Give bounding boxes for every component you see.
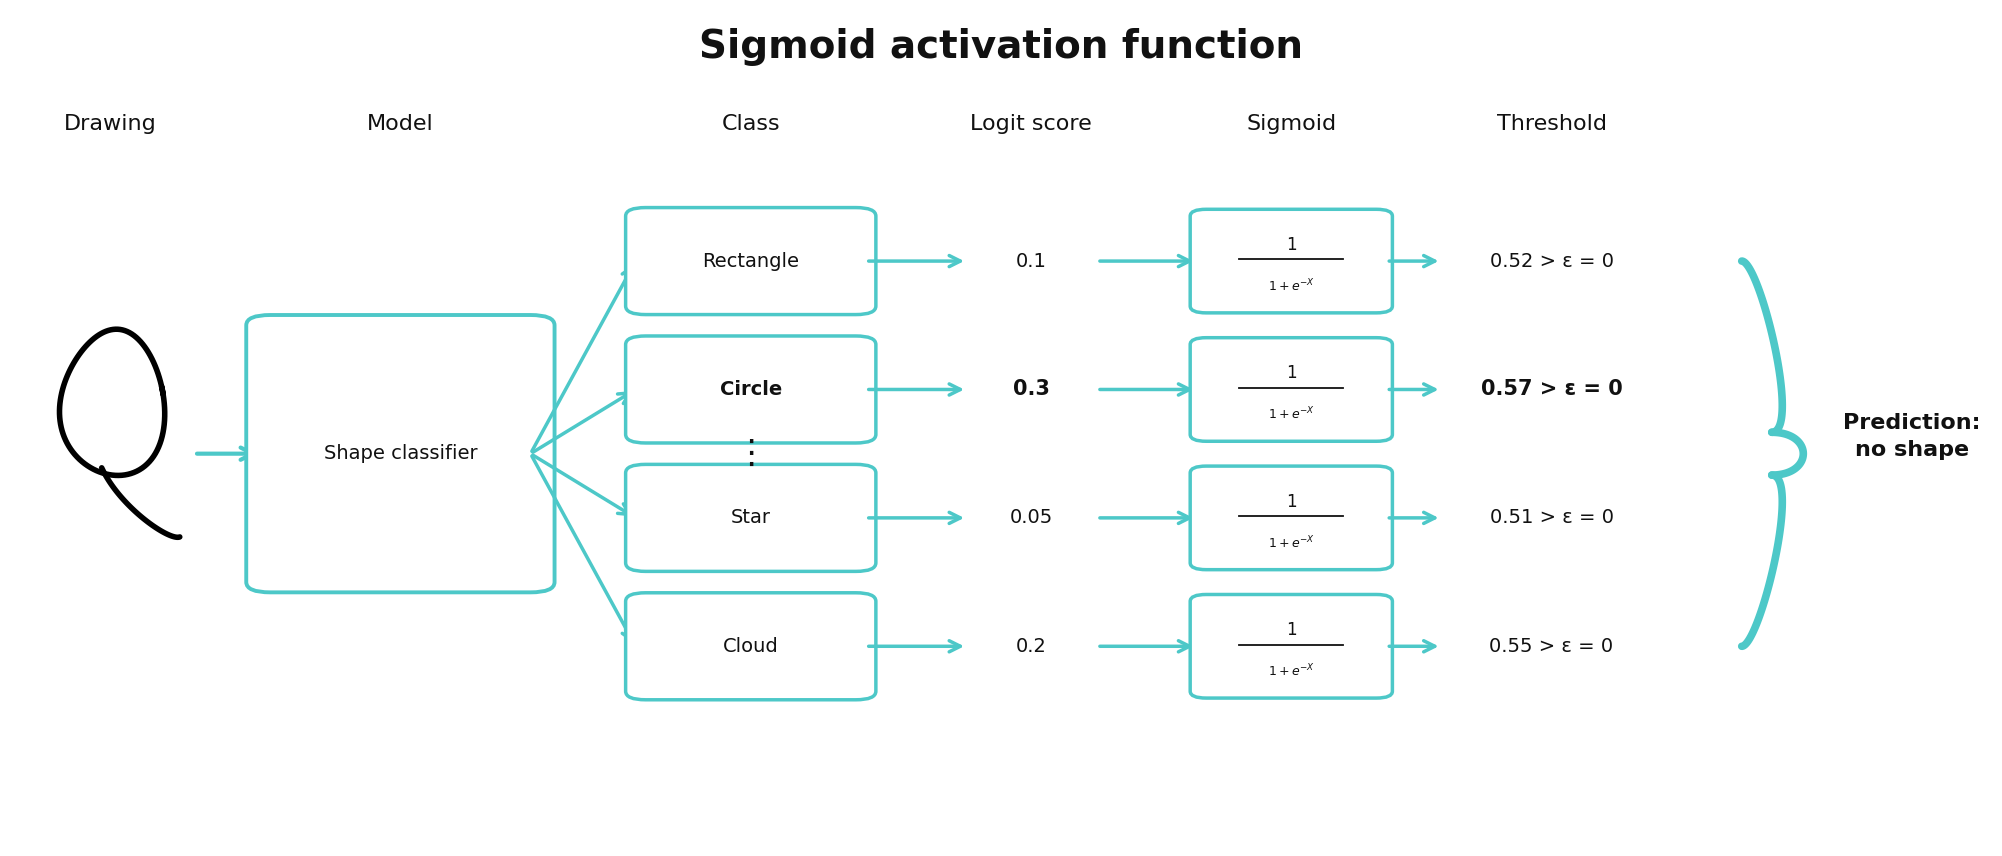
Text: Prediction:
no shape: Prediction: no shape: [1844, 413, 1980, 460]
Text: Logit score: Logit score: [971, 114, 1091, 134]
FancyBboxPatch shape: [1189, 466, 1393, 570]
Text: Drawing: Drawing: [64, 114, 156, 134]
FancyBboxPatch shape: [1189, 210, 1393, 313]
Text: Circle: Circle: [719, 380, 783, 399]
Text: ⋮: ⋮: [735, 437, 767, 470]
Text: 0.2: 0.2: [1015, 637, 1047, 656]
FancyBboxPatch shape: [625, 336, 877, 443]
Text: Cloud: Cloud: [723, 637, 779, 656]
FancyBboxPatch shape: [1189, 595, 1393, 698]
Text: Sigmoid activation function: Sigmoid activation function: [699, 28, 1303, 66]
Text: $1$: $1$: [1285, 621, 1297, 639]
FancyBboxPatch shape: [1189, 338, 1393, 442]
Text: Model: Model: [366, 114, 434, 134]
Text: 0.3: 0.3: [1013, 379, 1049, 400]
Text: $1+e^{-X}$: $1+e^{-X}$: [1267, 663, 1315, 680]
Text: 0.1: 0.1: [1015, 252, 1047, 270]
Text: 0.05: 0.05: [1009, 508, 1053, 527]
FancyBboxPatch shape: [625, 464, 877, 572]
Text: Shape classifier: Shape classifier: [324, 444, 476, 463]
Text: Threshold: Threshold: [1497, 114, 1606, 134]
Text: $1$: $1$: [1285, 492, 1297, 511]
Text: Class: Class: [721, 114, 781, 134]
FancyBboxPatch shape: [625, 593, 877, 700]
FancyBboxPatch shape: [625, 208, 877, 315]
Text: $1$: $1$: [1285, 235, 1297, 254]
Text: Sigmoid: Sigmoid: [1245, 114, 1337, 134]
Text: $1+e^{-X}$: $1+e^{-X}$: [1267, 406, 1315, 423]
Text: $1+e^{-X}$: $1+e^{-X}$: [1267, 534, 1315, 551]
FancyBboxPatch shape: [246, 315, 555, 592]
Text: $1+e^{-X}$: $1+e^{-X}$: [1267, 277, 1315, 294]
Text: Star: Star: [731, 508, 771, 527]
Text: Rectangle: Rectangle: [703, 252, 799, 270]
Text: 0.55 > ε = 0: 0.55 > ε = 0: [1489, 637, 1614, 656]
Text: $1$: $1$: [1285, 364, 1297, 383]
Text: 0.51 > ε = 0: 0.51 > ε = 0: [1489, 508, 1614, 527]
Text: 0.52 > ε = 0: 0.52 > ε = 0: [1489, 252, 1614, 270]
Text: 0.57 > ε = 0: 0.57 > ε = 0: [1481, 379, 1622, 400]
